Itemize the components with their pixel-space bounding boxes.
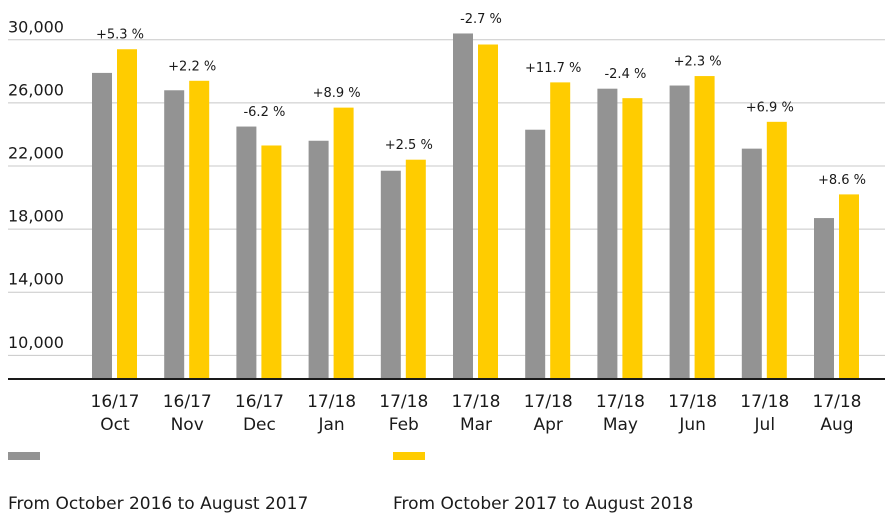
bar xyxy=(308,140,329,379)
x-tick-label: 17/18 xyxy=(379,392,428,412)
bar xyxy=(261,145,282,379)
y-tick-label: 30,000 xyxy=(8,17,64,36)
legend-swatch xyxy=(8,452,40,460)
legend-label: From October 2016 to August 2017 xyxy=(8,494,308,514)
bar xyxy=(236,126,257,379)
bar xyxy=(669,85,690,380)
bar xyxy=(405,159,426,379)
bar xyxy=(525,129,546,379)
change-label: -6.2 % xyxy=(243,105,285,120)
x-tick-label: 17/18 xyxy=(668,392,717,412)
bar xyxy=(453,33,473,379)
change-label: +8.6 % xyxy=(818,173,866,188)
x-tick-label: 17/18 xyxy=(452,392,501,412)
x-tick-label: Oct xyxy=(100,415,130,435)
y-tick-label: 14,000 xyxy=(8,270,64,289)
bar xyxy=(622,98,643,380)
bar xyxy=(117,49,137,379)
change-label: +11.7 % xyxy=(525,61,581,76)
bar xyxy=(380,170,401,379)
x-tick-label: 17/18 xyxy=(524,392,573,412)
x-tick-label: Jun xyxy=(678,415,706,435)
change-label: -2.4 % xyxy=(604,67,646,82)
change-label: +2.5 % xyxy=(385,138,433,153)
bar xyxy=(550,82,571,379)
bar xyxy=(741,148,762,379)
bar xyxy=(766,121,787,380)
x-tick-label: 17/18 xyxy=(740,392,789,412)
bar xyxy=(189,80,210,380)
bar xyxy=(597,88,618,379)
change-label: -2.7 % xyxy=(460,12,502,27)
x-tick-label: Nov xyxy=(171,415,204,435)
legend-label: From October 2017 to August 2018 xyxy=(393,494,693,514)
change-label: +8.9 % xyxy=(313,86,361,101)
x-tick-label: 16/17 xyxy=(163,392,212,412)
x-tick-label: Aug xyxy=(820,415,853,435)
change-label: +2.3 % xyxy=(674,55,722,70)
x-tick-label: Apr xyxy=(533,415,562,435)
x-tick-label: May xyxy=(603,415,638,435)
x-tick-label: 17/18 xyxy=(307,392,356,412)
bar xyxy=(694,76,715,380)
y-tick-label: 22,000 xyxy=(8,144,64,163)
y-tick-label: 18,000 xyxy=(8,207,64,226)
x-tick-label: 16/17 xyxy=(91,392,140,412)
bar xyxy=(92,72,112,380)
bar xyxy=(814,218,834,379)
x-tick-label: Mar xyxy=(460,415,492,435)
y-tick-label: 10,000 xyxy=(8,333,64,352)
x-tick-label: 16/17 xyxy=(235,392,284,412)
x-tick-label: Jul xyxy=(754,415,776,435)
change-label: +2.2 % xyxy=(168,59,216,74)
bar xyxy=(164,90,185,380)
x-tick-label: Jan xyxy=(317,415,344,435)
x-tick-label: Dec xyxy=(243,415,276,435)
bar xyxy=(478,44,498,380)
change-label: +5.3 % xyxy=(96,28,144,43)
y-tick-label: 26,000 xyxy=(8,80,64,99)
change-label: +6.9 % xyxy=(746,100,794,115)
x-tick-label: 17/18 xyxy=(596,392,645,412)
x-tick-label: Feb xyxy=(389,415,419,435)
legend-swatch xyxy=(393,452,425,460)
x-tick-label: 17/18 xyxy=(813,392,862,412)
bar xyxy=(333,107,354,379)
bar xyxy=(839,194,859,379)
